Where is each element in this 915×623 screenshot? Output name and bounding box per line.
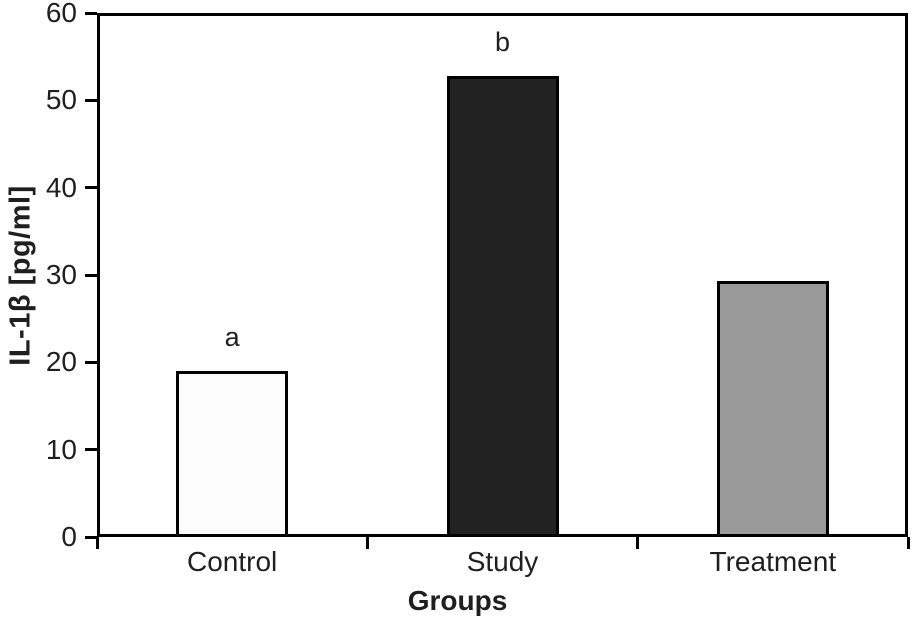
- x-axis-title: Groups: [407, 585, 508, 616]
- y-tick-mark: [85, 186, 97, 190]
- y-tick-mark: [85, 360, 97, 364]
- y-tick-label: 30: [45, 259, 77, 290]
- y-tick-mark: [85, 535, 97, 539]
- x-tick-mark: [906, 537, 910, 549]
- y-tick-label: 40: [45, 171, 77, 203]
- bar-annotation-control: a: [224, 322, 240, 353]
- bar-study: [446, 75, 559, 537]
- y-tick-label: 60: [45, 0, 77, 28]
- x-tick-mark: [95, 537, 99, 549]
- y-tick-label: 10: [45, 433, 77, 465]
- bar-control: [176, 371, 289, 537]
- x-tick-mark: [636, 537, 640, 549]
- y-tick-mark: [85, 273, 97, 277]
- x-category-label-treatment: Treatment: [709, 546, 837, 577]
- y-tick-label: 50: [45, 84, 77, 116]
- x-category-label-study: Study: [466, 546, 539, 577]
- bar-annotation-study: b: [494, 26, 511, 57]
- y-tick-mark: [85, 98, 97, 102]
- bar-treatment: [716, 281, 829, 537]
- y-tick-mark: [85, 448, 97, 452]
- y-tick-label: 0: [61, 521, 77, 552]
- y-tick-mark: [85, 11, 97, 15]
- x-tick-mark: [365, 537, 369, 549]
- y-tick-label: 20: [45, 346, 77, 378]
- x-category-label-control: Control: [187, 546, 278, 577]
